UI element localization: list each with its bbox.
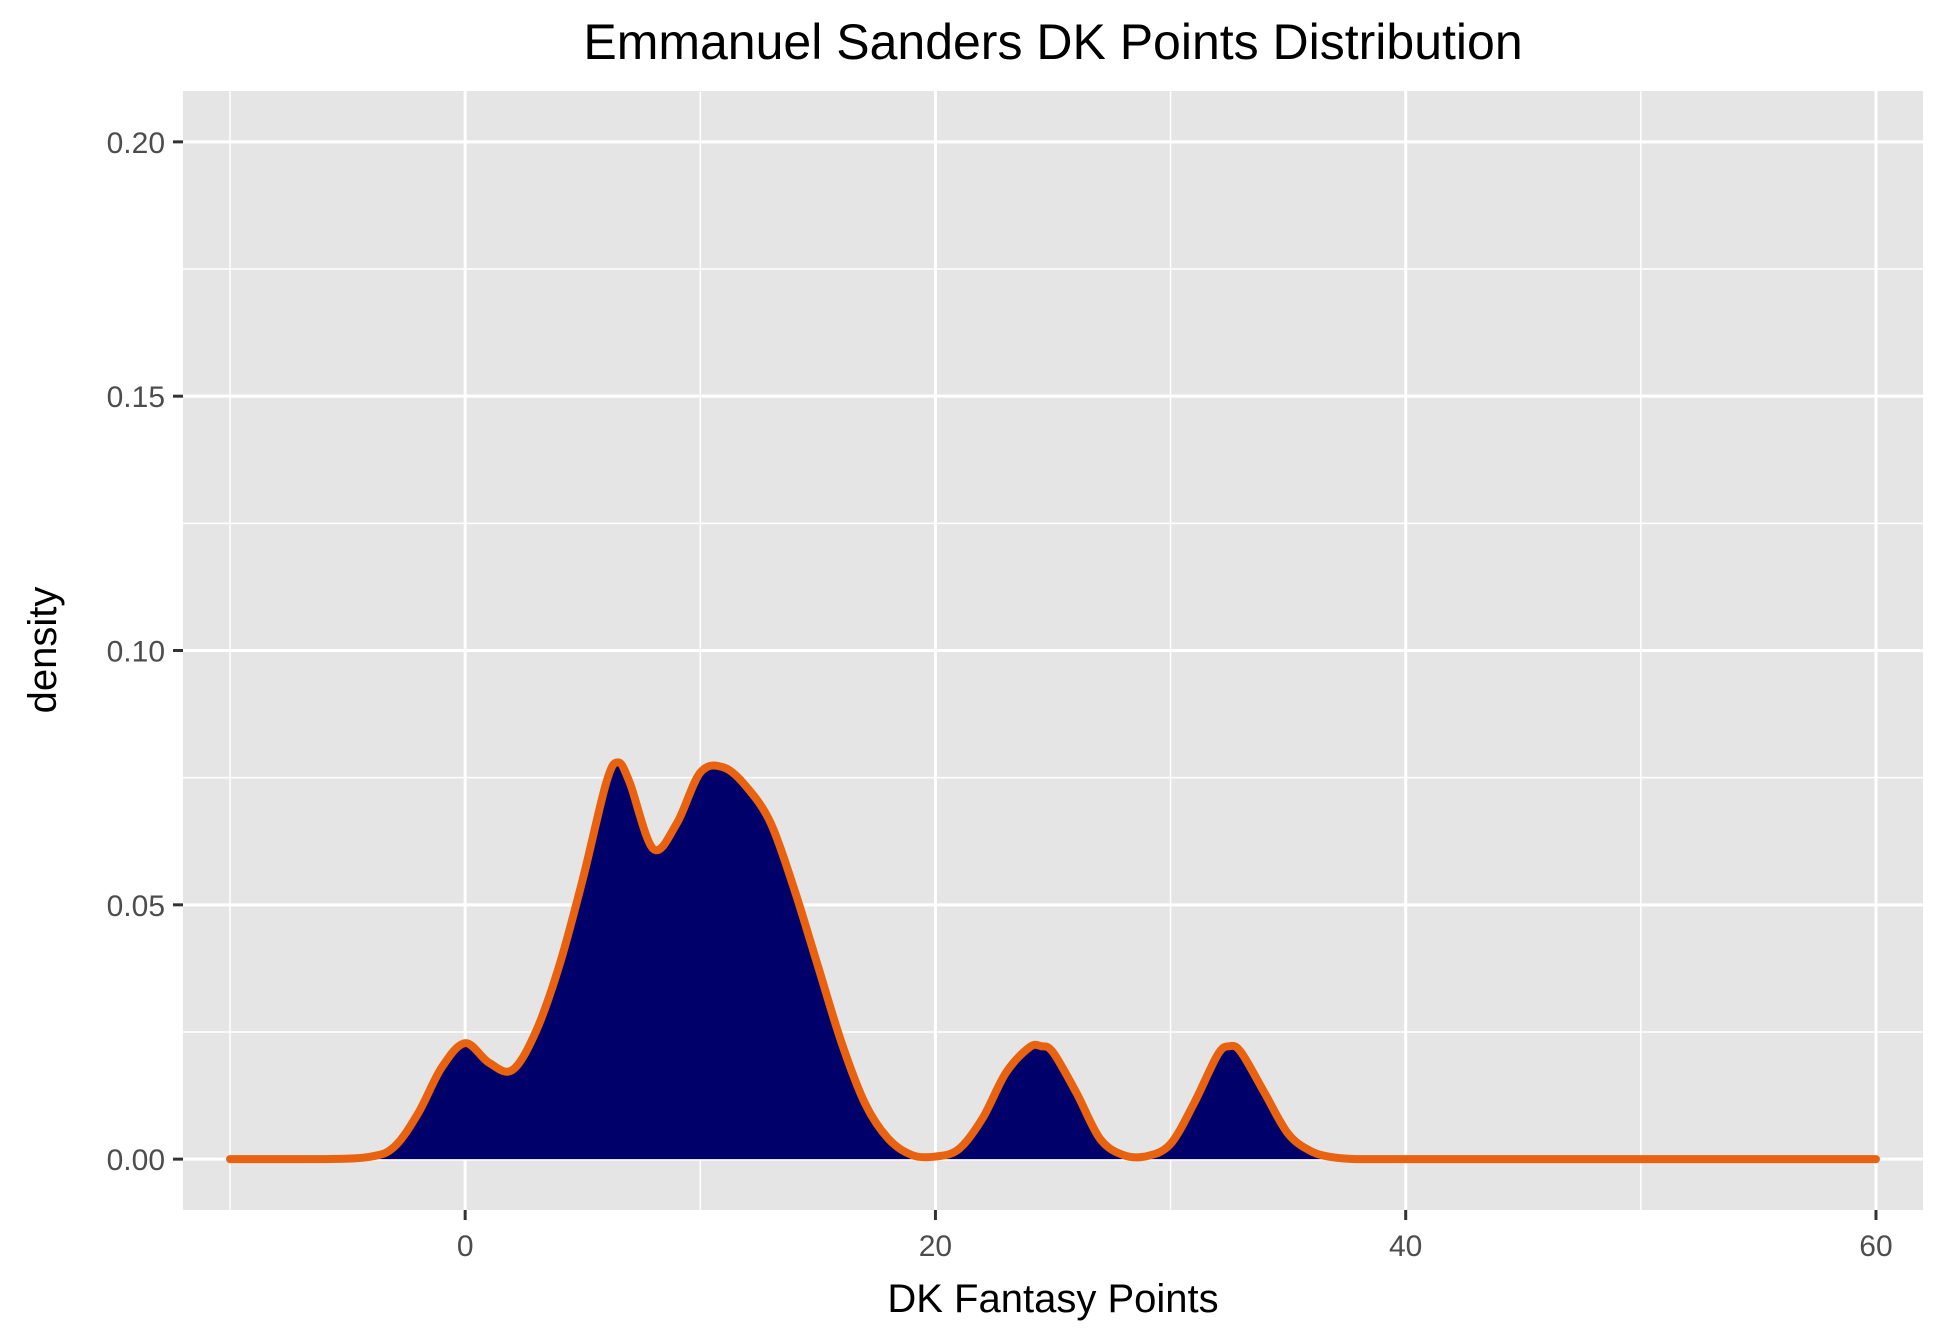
density-line (226, 758, 1880, 1164)
y-axis: 0.00 0.05 0.10 0.15 0.20 (107, 127, 183, 1177)
chart-title: Emmanuel Sanders DK Points Distribution (583, 14, 1522, 70)
density-area (230, 762, 1876, 1160)
y-tick-label: 0.00 (107, 1144, 165, 1177)
x-tick-label: 40 (1389, 1230, 1422, 1263)
x-axis: 0 20 40 60 (457, 1210, 1893, 1263)
x-tick-label: 20 (919, 1230, 952, 1263)
y-tick-label: 0.20 (107, 127, 165, 160)
x-tick-label: 60 (1859, 1230, 1892, 1263)
y-tick-label: 0.15 (107, 381, 165, 414)
x-tick-label: 0 (457, 1230, 474, 1263)
y-axis-title: density (21, 587, 65, 714)
y-tick-label: 0.05 (107, 890, 165, 923)
major-gridlines (183, 91, 1923, 1210)
y-tick-label: 0.10 (107, 636, 165, 669)
x-axis-title: DK Fantasy Points (887, 1277, 1218, 1321)
